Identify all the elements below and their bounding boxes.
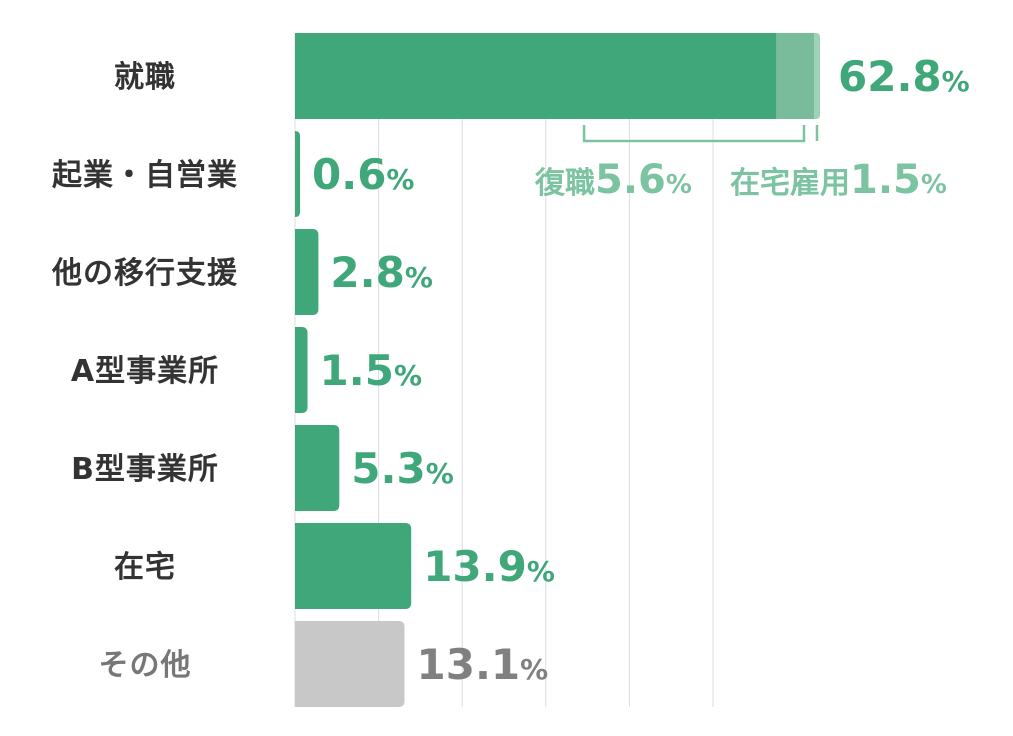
bars: [295, 33, 820, 707]
category-label: 他の移行支援: [51, 256, 238, 291]
bar: [295, 33, 820, 119]
bar: [295, 327, 308, 413]
breakdown-bracket: [582, 125, 806, 143]
bar: [295, 229, 319, 315]
category-label: 在宅: [114, 550, 176, 585]
value-label: 2.8%: [330, 248, 432, 297]
bar: [295, 131, 301, 217]
value-label: 13.1%: [417, 640, 549, 689]
breakdown-label: 復職5.6%: [534, 157, 692, 203]
value-label: 0.6%: [312, 150, 414, 199]
bar: [295, 621, 405, 707]
value-label: 13.9%: [423, 542, 555, 591]
category-label: 就職: [114, 60, 176, 95]
value-label: 62.8%: [838, 52, 970, 101]
category-label: 起業・自営業: [52, 158, 238, 193]
value-label: 5.3%: [351, 444, 453, 493]
category-label: その他: [99, 648, 192, 683]
bar: [295, 523, 412, 609]
value-label: 1.5%: [320, 346, 422, 395]
breakdown-label: 在宅雇用1.5%: [730, 157, 947, 203]
bar-segment: [813, 33, 820, 119]
category-label: A型事業所: [71, 354, 219, 389]
bar: [295, 425, 340, 511]
bar-segment: [776, 33, 814, 119]
category-label: B型事業所: [71, 452, 219, 487]
